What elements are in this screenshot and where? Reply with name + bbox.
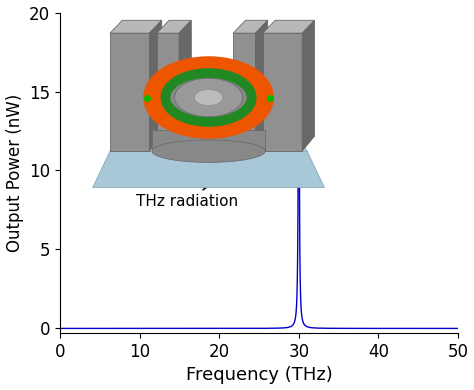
Polygon shape bbox=[93, 151, 324, 188]
Ellipse shape bbox=[152, 65, 265, 129]
Polygon shape bbox=[149, 20, 162, 151]
Ellipse shape bbox=[152, 140, 265, 162]
Ellipse shape bbox=[194, 89, 223, 106]
Polygon shape bbox=[110, 134, 307, 151]
Polygon shape bbox=[110, 33, 149, 151]
Polygon shape bbox=[157, 33, 179, 151]
Polygon shape bbox=[110, 20, 162, 33]
Polygon shape bbox=[179, 20, 191, 151]
X-axis label: Frequency (THz): Frequency (THz) bbox=[186, 367, 332, 385]
Polygon shape bbox=[302, 20, 315, 151]
Ellipse shape bbox=[174, 78, 243, 117]
Polygon shape bbox=[233, 20, 268, 33]
Polygon shape bbox=[255, 20, 268, 151]
Polygon shape bbox=[152, 129, 265, 151]
Polygon shape bbox=[157, 20, 191, 33]
Text: THz radiation: THz radiation bbox=[136, 165, 238, 209]
Polygon shape bbox=[263, 33, 302, 151]
Y-axis label: Output Power (nW): Output Power (nW) bbox=[6, 94, 24, 252]
Polygon shape bbox=[263, 20, 315, 33]
Polygon shape bbox=[233, 33, 255, 151]
